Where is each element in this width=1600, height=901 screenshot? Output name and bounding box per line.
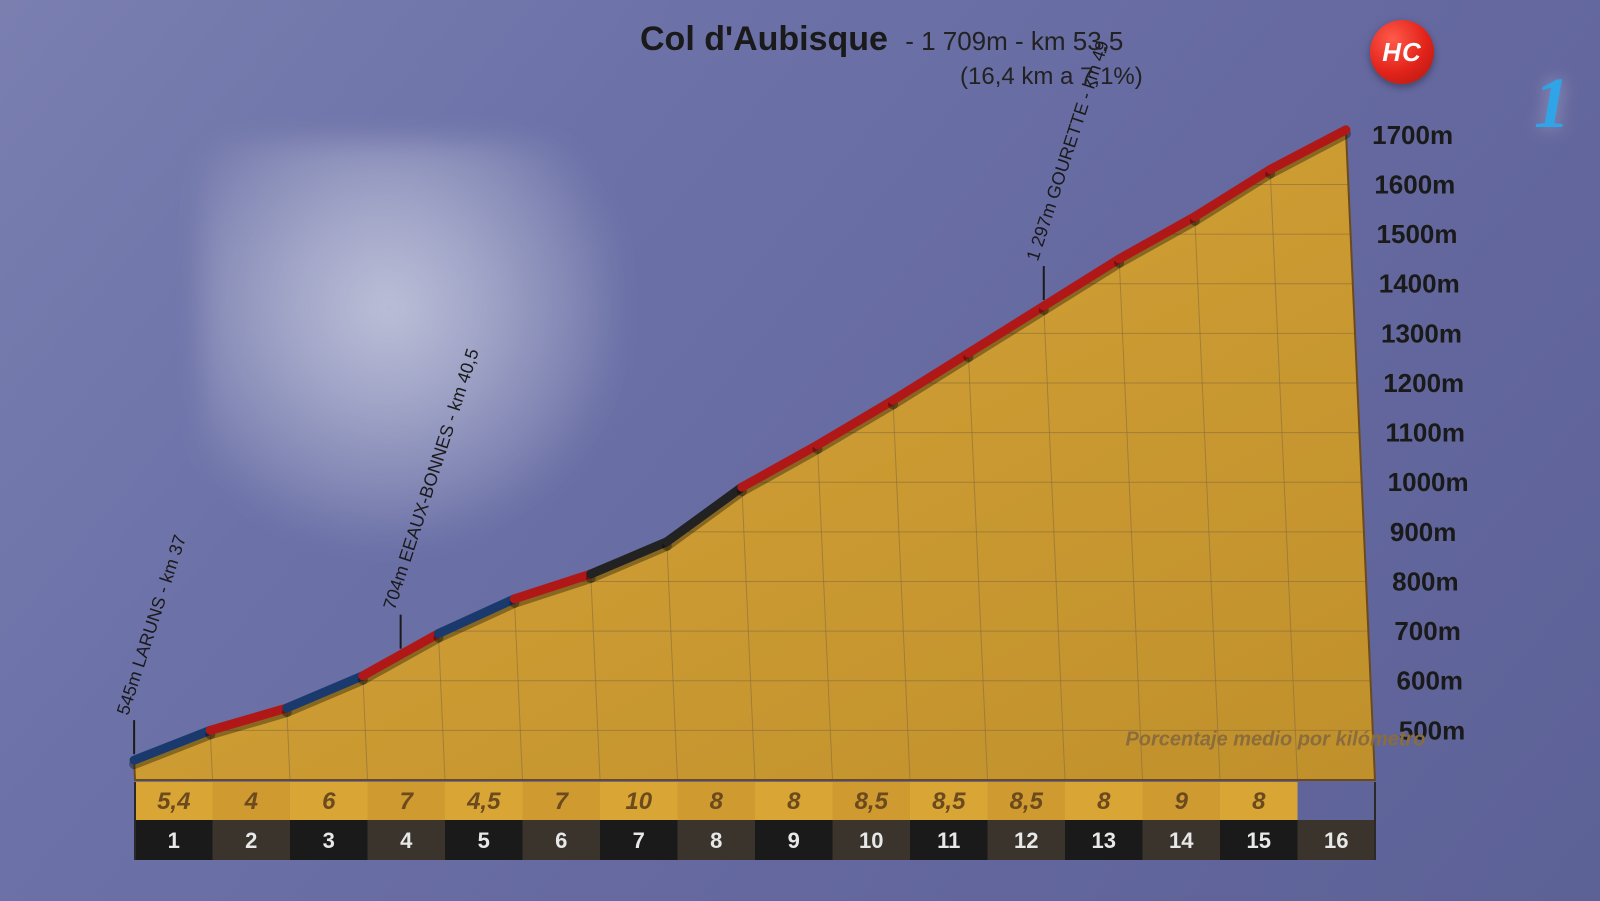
km-label: 12 (1014, 828, 1038, 853)
gradient-value: 5,4 (157, 788, 190, 815)
km-label: 2 (245, 828, 257, 853)
gradient-value: 8,5 (1010, 788, 1044, 815)
km-label: 8 (710, 828, 722, 853)
km-label: 16 (1324, 828, 1348, 853)
y-tick-label: 1000m (1388, 467, 1469, 497)
km-label: 14 (1169, 828, 1194, 853)
km-label: 7 (633, 828, 645, 853)
place-marker-label: 545m LARUNS - km 37 (113, 532, 190, 717)
km-label: 10 (859, 828, 883, 853)
gradient-value: 4,5 (466, 788, 501, 815)
gradient-value: 8 (787, 788, 801, 815)
km-label: 3 (323, 828, 335, 853)
y-tick-label: 800m (1392, 566, 1459, 596)
elevation-chart: 500m600m700m800m900m1000m1100m1200m1300m… (80, 20, 1540, 881)
y-tick-label: 1300m (1381, 318, 1462, 348)
gradient-value: 7 (400, 788, 415, 815)
gradient-value: 8 (710, 788, 724, 815)
y-tick-label: 700m (1394, 616, 1461, 646)
gradient-value: 10 (625, 788, 652, 815)
km-label: 13 (1092, 828, 1116, 853)
climb-subtitle: (16,4 km a 7,1%) (960, 63, 1143, 90)
y-tick-label: 1500m (1377, 219, 1458, 249)
footer-note: Porcentaje medio por kilómetro (1125, 728, 1425, 750)
gradient-value: 7 (555, 788, 570, 815)
km-label: 1 (168, 828, 180, 853)
place-marker-label: 704m EEAUX-BONNES - km 40,5 (379, 346, 482, 612)
y-tick-label: 1600m (1374, 169, 1455, 199)
km-label: 5 (478, 828, 490, 853)
gradient-value: 8,5 (932, 788, 966, 815)
y-tick-label: 1200m (1383, 368, 1464, 398)
y-tick-label: 1700m (1372, 120, 1453, 150)
km-label: 9 (788, 828, 800, 853)
km-label: 11 (937, 828, 960, 853)
km-label: 6 (555, 828, 567, 853)
channel-logo: 1 (1534, 62, 1570, 145)
gradient-value: 8,5 (855, 788, 889, 815)
y-tick-label: 600m (1397, 666, 1464, 696)
hc-category-badge: HC (1370, 20, 1434, 84)
km-label: 4 (400, 828, 413, 853)
gradient-value: 8 (1097, 788, 1111, 815)
channel-logo-text: 1 (1534, 63, 1570, 143)
climb-title-line: Col d'Aubisque - 1 709m - km 53,5 (640, 20, 1123, 58)
y-tick-label: 900m (1390, 517, 1457, 547)
gradient-value: 4 (244, 788, 258, 815)
km-label: 15 (1247, 828, 1271, 853)
gradient-value: 6 (322, 788, 336, 815)
y-tick-label: 1400m (1379, 269, 1460, 299)
hc-badge-text: HC (1382, 37, 1422, 68)
y-tick-label: 1100m (1385, 418, 1465, 448)
gradient-value: 9 (1175, 788, 1189, 815)
gradient-value: 8 (1252, 788, 1266, 815)
